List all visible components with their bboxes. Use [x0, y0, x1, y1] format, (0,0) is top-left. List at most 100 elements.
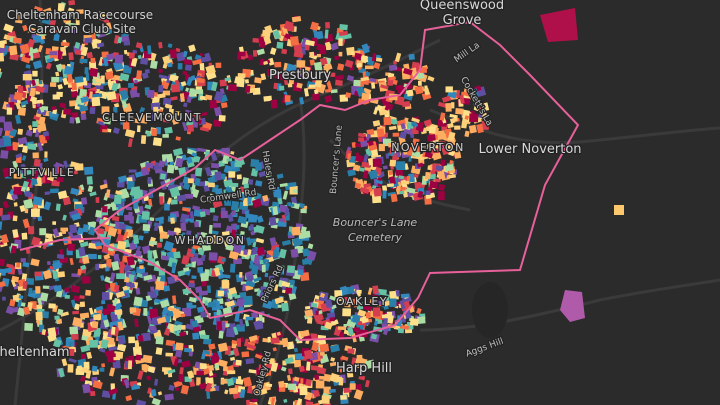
building	[305, 378, 312, 387]
building	[372, 285, 379, 295]
building	[182, 70, 188, 76]
building	[319, 343, 330, 353]
building	[371, 294, 379, 301]
building	[316, 366, 327, 375]
building	[0, 233, 9, 244]
building	[330, 42, 339, 51]
building	[141, 364, 147, 371]
building	[0, 52, 5, 62]
building	[41, 176, 46, 183]
building	[148, 325, 157, 331]
building	[54, 315, 60, 320]
building	[241, 236, 246, 242]
building	[233, 258, 242, 265]
building	[45, 19, 51, 23]
building	[248, 335, 258, 342]
building	[158, 108, 164, 116]
building	[119, 89, 129, 101]
building	[68, 341, 74, 347]
building	[356, 354, 363, 362]
building	[309, 59, 316, 66]
building	[214, 385, 220, 391]
building	[314, 79, 323, 88]
building	[28, 287, 33, 295]
building	[101, 106, 110, 115]
building	[145, 162, 154, 169]
building	[85, 72, 90, 81]
building	[258, 364, 268, 371]
building	[264, 169, 272, 178]
building	[229, 263, 236, 273]
building	[112, 360, 121, 369]
building	[202, 349, 211, 355]
building	[246, 237, 252, 246]
building	[45, 233, 53, 239]
building	[376, 104, 383, 112]
building	[76, 9, 85, 15]
building	[63, 108, 72, 115]
building	[128, 241, 137, 251]
building	[372, 307, 381, 317]
building	[211, 174, 217, 178]
building	[366, 133, 371, 139]
building	[44, 151, 48, 158]
building	[255, 162, 262, 171]
building	[79, 184, 85, 191]
building	[164, 103, 173, 110]
building	[155, 347, 163, 355]
building	[57, 83, 64, 90]
building	[69, 326, 79, 335]
building	[243, 338, 249, 347]
building	[363, 154, 369, 163]
area-patch	[540, 8, 578, 42]
building	[237, 51, 246, 57]
building	[385, 153, 390, 159]
building	[346, 286, 355, 295]
building	[238, 318, 244, 327]
building	[225, 244, 234, 252]
building	[312, 93, 320, 101]
building	[205, 376, 214, 384]
building	[225, 300, 236, 308]
building	[364, 379, 370, 388]
building	[95, 28, 102, 37]
building	[329, 344, 340, 353]
building	[259, 58, 265, 66]
building	[102, 206, 108, 213]
building	[106, 52, 116, 61]
building	[111, 260, 120, 271]
building	[472, 88, 480, 98]
building	[11, 193, 19, 201]
building	[51, 105, 57, 111]
district-label: OAKLEY	[336, 295, 388, 308]
building	[267, 57, 275, 66]
building	[88, 242, 98, 249]
building	[36, 11, 46, 21]
building	[216, 309, 222, 316]
building	[155, 216, 165, 222]
building	[315, 310, 319, 316]
building	[417, 190, 424, 199]
building	[278, 380, 285, 388]
building	[206, 390, 211, 399]
building	[79, 241, 89, 248]
building	[76, 227, 85, 236]
building	[159, 196, 164, 205]
building	[55, 71, 60, 77]
building	[168, 384, 175, 392]
building	[47, 333, 57, 342]
building	[360, 76, 370, 82]
building	[406, 187, 416, 194]
building	[353, 79, 361, 87]
building	[301, 230, 311, 239]
building	[220, 210, 229, 219]
building	[143, 308, 148, 316]
building	[293, 51, 303, 58]
building	[234, 162, 243, 168]
building	[154, 168, 163, 174]
building	[281, 239, 292, 246]
building	[326, 80, 333, 91]
building	[108, 193, 115, 199]
building	[108, 367, 116, 377]
building	[423, 119, 432, 127]
